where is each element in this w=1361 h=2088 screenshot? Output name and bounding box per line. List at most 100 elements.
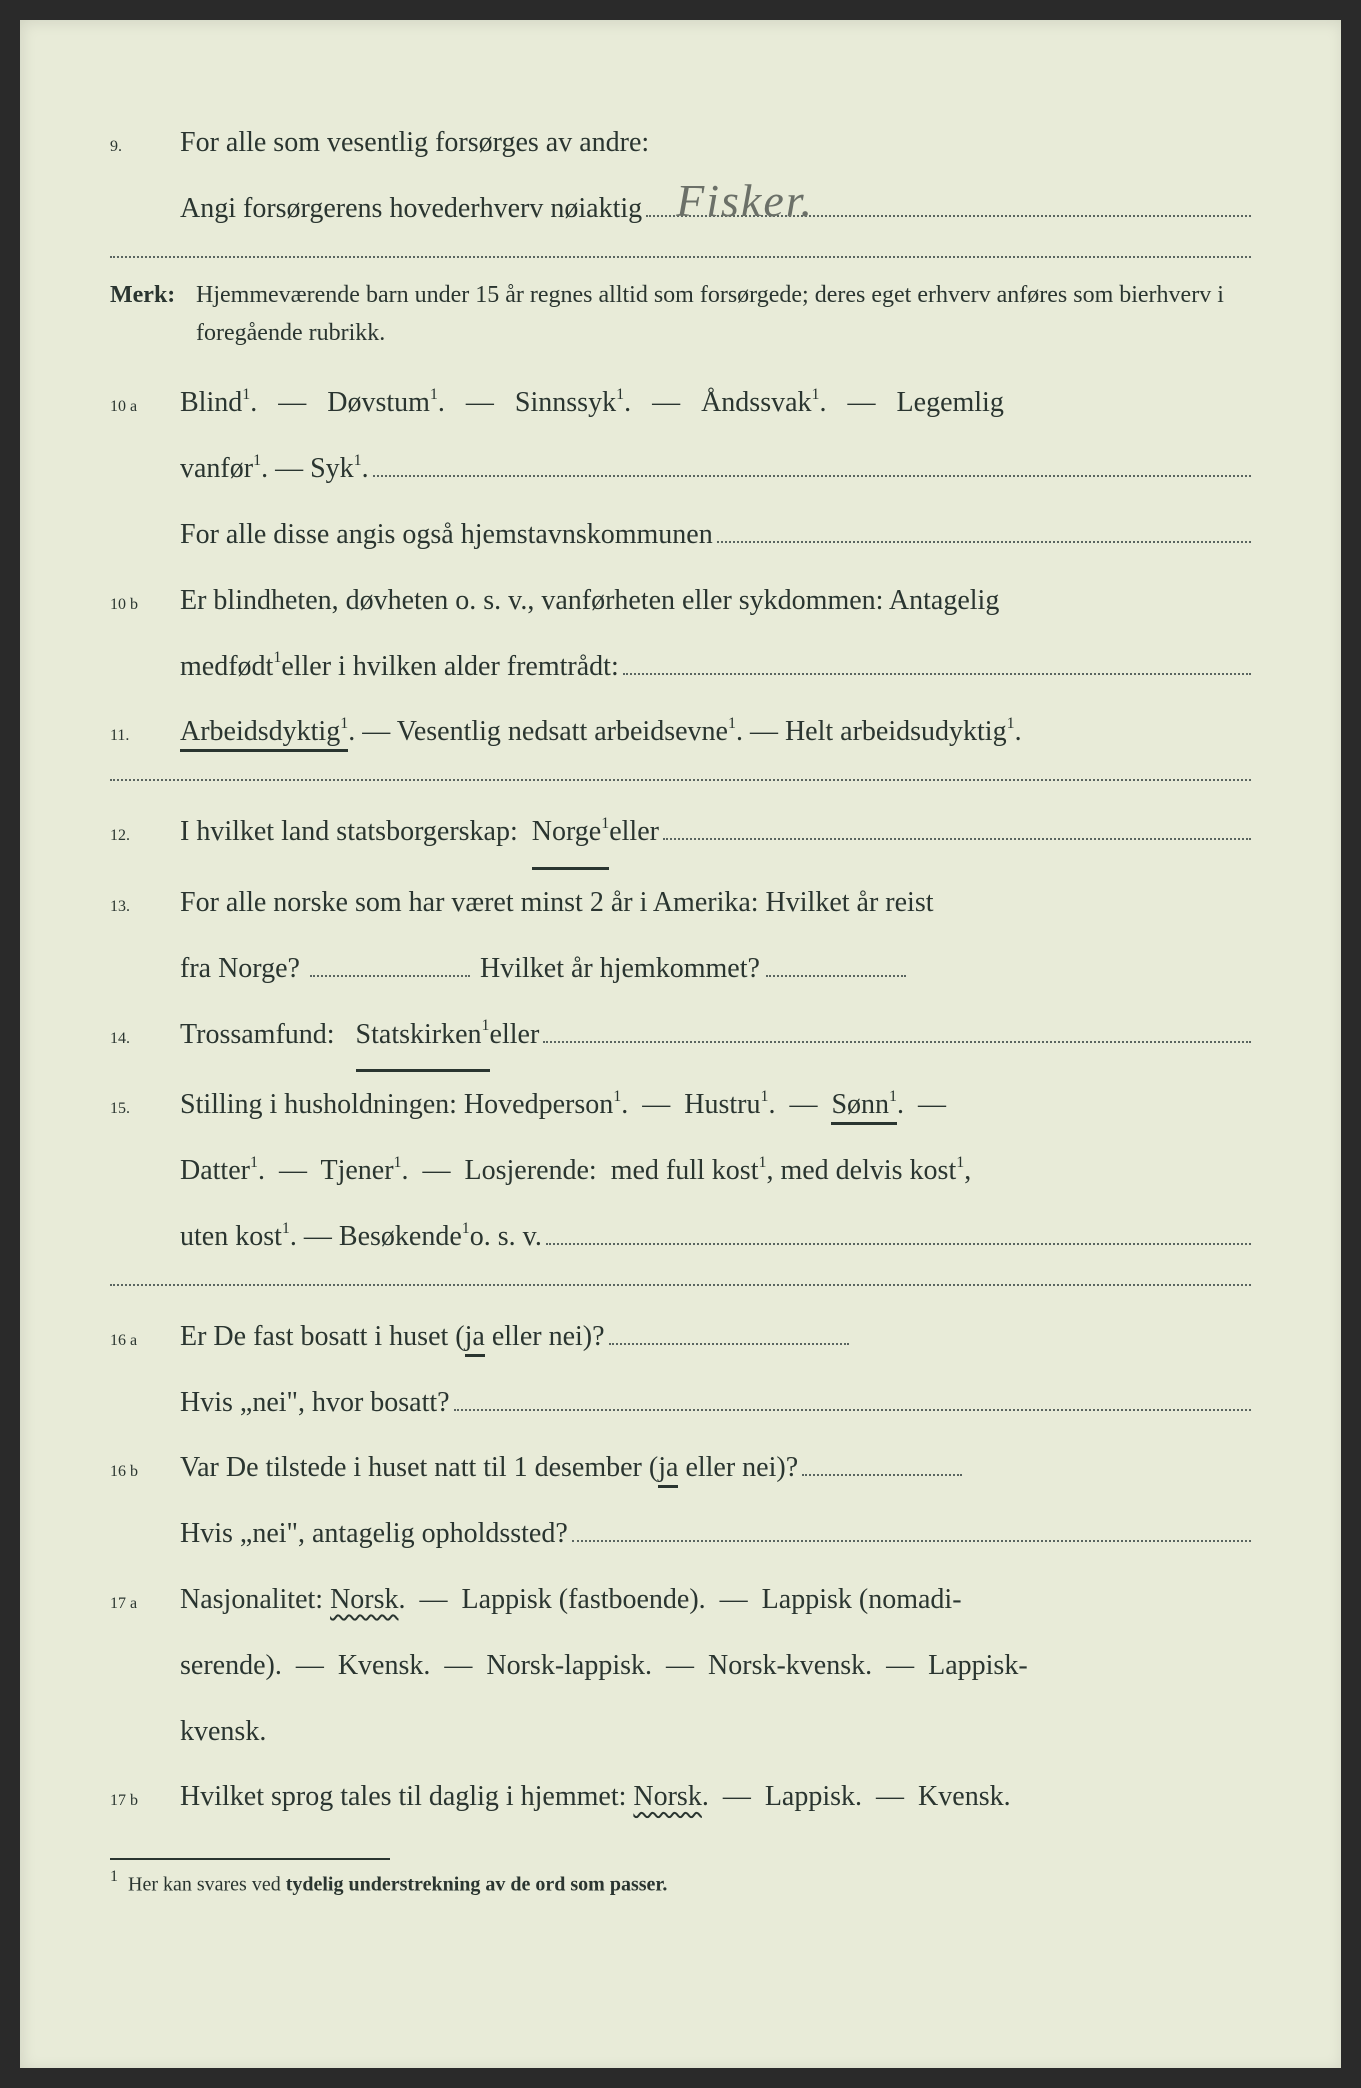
q15-opt-sonn: Sønn1	[831, 1089, 897, 1125]
q15: 15. Stilling i husholdningen: Hovedperso…	[110, 1072, 1251, 1138]
dotted-line	[543, 1015, 1251, 1043]
q13-text1: For alle norske som har været minst 2 år…	[180, 870, 1251, 936]
footnote-marker: 1	[110, 1868, 118, 1885]
q9-line2: Angi forsørgerens hovederhverv nøiaktig …	[110, 176, 1251, 242]
q17b: 17 b Hvilket sprog tales til daglig i hj…	[110, 1764, 1251, 1830]
q17a-kvensk: Kvensk	[338, 1650, 424, 1681]
footnote-rule	[110, 1858, 390, 1860]
q9-answer-line: Fisker.	[646, 189, 1251, 217]
q12-text: I hvilket land statsborgerskap:	[180, 799, 518, 865]
q15-cont2: uten kost1. — Besøkende1 o. s. v.	[110, 1204, 1251, 1270]
q16b-number: 16 b	[110, 1463, 180, 1481]
q10a-opt-syk: Syk1.	[310, 436, 369, 502]
q13-text2a: fra Norge?	[180, 936, 300, 1002]
q14-eller: eller	[490, 1002, 540, 1068]
q11-number: 11.	[110, 727, 180, 745]
footnote: 1 Her kan svares ved tydelig understrekn…	[110, 1870, 1251, 1897]
q16b-cont: Hvis „nei", antagelig opholdssted?	[110, 1501, 1251, 1567]
q11-opt-arbeidsdyktig: Arbeidsdyktig1	[180, 716, 348, 752]
q10a-opt-dovstum: Døvstum1.	[327, 387, 445, 418]
q15-opt-datter: Datter1.	[180, 1155, 265, 1186]
q14-statskirken: Statskirken1	[356, 1002, 490, 1073]
q15-opt-hustru: Hustru1.	[684, 1089, 775, 1120]
q17a-lappisk-nomad-part2: serende).	[180, 1650, 282, 1681]
q17b-lappisk: Lappisk	[765, 1781, 855, 1812]
q9-handwritten-answer: Fisker.	[676, 147, 814, 255]
q14-text: Trossamfund:	[180, 1002, 335, 1068]
dotted-line	[609, 1317, 849, 1345]
dotted-line	[546, 1217, 1251, 1245]
footnote-text: Her kan svares ved	[128, 1874, 286, 1896]
census-form-page: 9. For alle som vesentlig forsørges av a…	[20, 20, 1341, 2068]
divider	[110, 779, 1251, 781]
q17b-kvensk: Kvensk	[918, 1781, 1004, 1812]
q16a: 16 a Er De fast bosatt i huset (ja eller…	[110, 1304, 1251, 1370]
q17a-norsk: Norsk	[330, 1584, 398, 1615]
q13-text2b: Hvilket år hjemkommet?	[480, 936, 760, 1002]
q10a-number: 10 a	[110, 398, 180, 416]
q12-number: 12.	[110, 827, 180, 845]
q15-losj-delvis: med delvis kost1,	[780, 1155, 971, 1186]
q17a-cont1: serende). — Kvensk. — Norsk-lappisk. — N…	[110, 1633, 1251, 1699]
q10a-cont: vanfør1. — Syk1.	[110, 436, 1251, 502]
q16a-text2: Hvis „nei", hvor bosatt?	[180, 1370, 450, 1436]
q17b-lead: Hvilket sprog tales til daglig i hjemmet…	[180, 1781, 633, 1812]
q15-losj-full: med full kost1,	[611, 1155, 774, 1186]
q14: 14. Trossamfund: Statskirken1 eller	[110, 1002, 1251, 1073]
q15-lead: Stilling i husholdningen:	[180, 1089, 464, 1120]
q16b: 16 b Var De tilstede i huset natt til 1 …	[110, 1435, 1251, 1501]
footnote-bold: tydelig understrekning av de ord som pas…	[286, 1874, 668, 1896]
dotted-line	[454, 1383, 1251, 1411]
q12: 12. I hvilket land statsborgerskap: Norg…	[110, 799, 1251, 870]
q17a-lappisk-fast: Lappisk (fastboende)	[462, 1584, 699, 1615]
q9-number: 9.	[110, 138, 180, 156]
dotted-line	[572, 1514, 1251, 1542]
q16a-cont: Hvis „nei", hvor bosatt?	[110, 1370, 1251, 1436]
q10a: 10 a Blind1. — Døvstum1. — Sinnssyk1. — …	[110, 370, 1251, 436]
q15-opt-hovedperson: Hovedperson1.	[464, 1089, 628, 1120]
q15-number: 15.	[110, 1100, 180, 1118]
q17b-number: 17 b	[110, 1792, 180, 1810]
q14-number: 14.	[110, 1030, 180, 1048]
q15-losjerende: Losjerende:	[465, 1155, 597, 1186]
merk-note: Merk: Hjemmeværende barn under 15 år reg…	[110, 276, 1251, 353]
dotted-line	[663, 812, 1251, 840]
q17a-number: 17 a	[110, 1595, 180, 1613]
divider	[110, 256, 1251, 258]
q15-osv: o. s. v.	[470, 1204, 542, 1270]
merk-label: Merk:	[110, 276, 190, 314]
q16a-number: 16 a	[110, 1332, 180, 1350]
q17a-norsk-lappisk: Norsk-lappisk	[486, 1650, 645, 1681]
dotted-line	[766, 975, 906, 977]
q11-opt-nedsatt: Vesentlig nedsatt arbeidsevne1	[397, 716, 736, 747]
q17a-lappisk-kvensk-part2: kvensk.	[180, 1716, 266, 1747]
q16a-ja: ja	[465, 1321, 485, 1357]
q12-norge: Norge1	[532, 799, 609, 870]
q15-besokende: Besøkende1	[339, 1204, 470, 1270]
q10a-opt-legemlig: Legemlig	[897, 387, 1004, 418]
q12-eller: eller	[609, 799, 659, 865]
q17a-norsk-kvensk: Norsk-kvensk	[708, 1650, 865, 1681]
q16b-text1: Var De tilstede i huset natt til 1 desem…	[180, 1435, 798, 1501]
q10a-text3: For alle disse angis også hjemstavnskomm…	[180, 502, 713, 568]
q10a-line3: For alle disse angis også hjemstavnskomm…	[110, 502, 1251, 568]
q17b-norsk: Norsk	[633, 1781, 701, 1812]
q15-cont1: Datter1. — Tjener1. — Losjerende: med fu…	[110, 1138, 1251, 1204]
q10b-text1: Er blindheten, døvheten o. s. v., vanfør…	[180, 568, 1251, 634]
q10b-cont: medfødt1 eller i hvilken alder fremtrådt…	[110, 634, 1251, 700]
q17a-lead: Nasjonalitet:	[180, 1584, 330, 1615]
q16b-ja: ja	[658, 1452, 678, 1488]
q10a-opt-andssvak: Åndssvak1.	[701, 387, 826, 418]
q15-losj-uten: uten kost1.	[180, 1204, 297, 1270]
q11-opt-udyktig: Helt arbeidsudyktig1	[785, 716, 1015, 747]
q10b-medfodt: medfødt1	[180, 634, 281, 700]
q9-text2: Angi forsørgerens hovederhverv nøiaktig	[180, 176, 642, 242]
divider	[110, 1284, 1251, 1286]
dotted-line	[373, 449, 1251, 477]
q16a-text1: Er De fast bosatt i huset (ja eller nei)…	[180, 1304, 605, 1370]
q13-number: 13.	[110, 898, 180, 916]
q17a-lappisk-kvensk-part1: Lappisk-	[928, 1650, 1028, 1681]
q17a-lappisk-nomad-part1: Lappisk (nomadi-	[762, 1584, 962, 1615]
q10b: 10 b Er blindheten, døvheten o. s. v., v…	[110, 568, 1251, 634]
dotted-line	[717, 515, 1251, 543]
